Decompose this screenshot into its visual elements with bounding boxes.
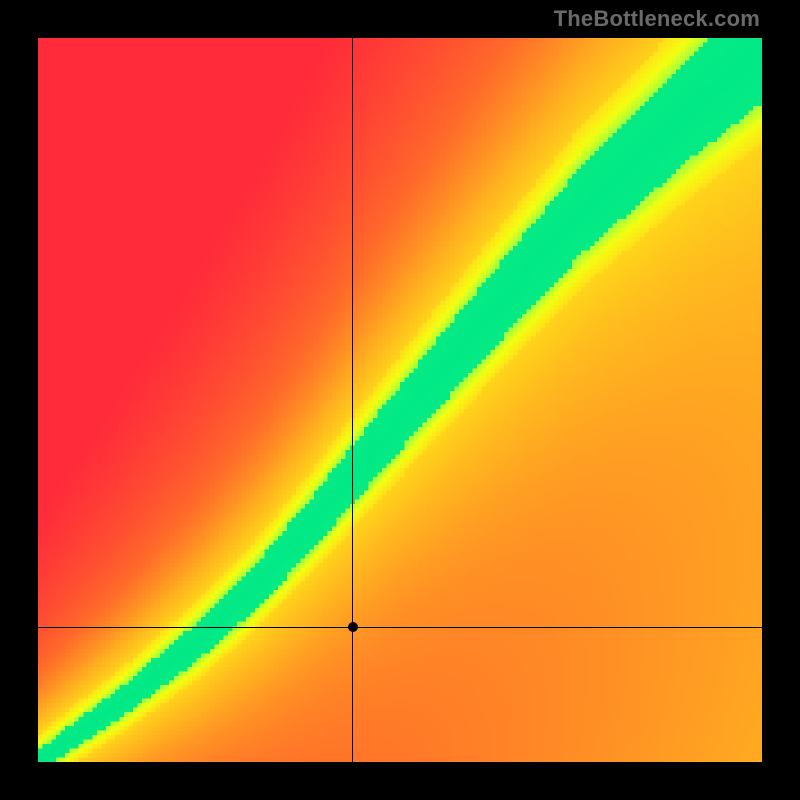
watermark-text: TheBottleneck.com [554, 6, 760, 32]
crosshair-vertical [352, 38, 353, 762]
crosshair-horizontal [38, 627, 762, 628]
chart-container: TheBottleneck.com [0, 0, 800, 800]
bottleneck-heatmap [38, 38, 762, 762]
